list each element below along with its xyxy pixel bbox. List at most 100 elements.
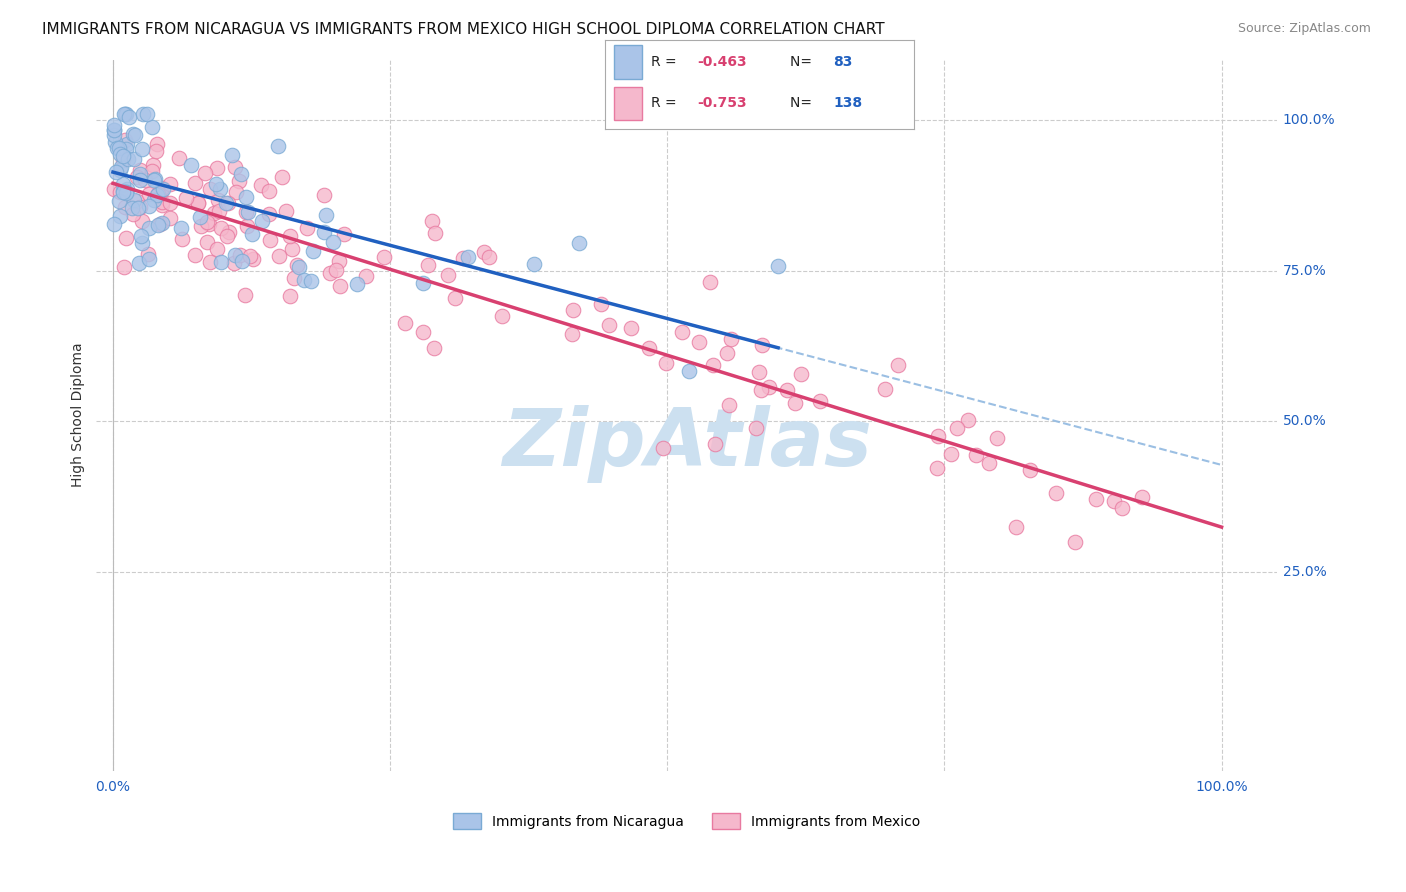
Point <box>108 209 131 223</box>
Point <box>250 178 273 192</box>
Point <box>167 151 190 165</box>
Point <box>252 214 274 228</box>
Point <box>224 256 246 270</box>
Point <box>312 188 335 202</box>
Y-axis label: High School Diploma: High School Diploma <box>72 343 86 487</box>
Point <box>209 255 232 269</box>
Point <box>198 254 221 268</box>
Point <box>218 225 240 239</box>
Point <box>152 194 174 209</box>
Text: 138: 138 <box>834 96 863 111</box>
Point <box>278 289 301 303</box>
Point <box>103 135 125 149</box>
Point <box>190 211 212 225</box>
Point <box>239 249 262 263</box>
Point <box>789 367 811 381</box>
Point <box>174 191 197 205</box>
Legend: Immigrants from Nicaragua, Immigrants from Mexico: Immigrants from Nicaragua, Immigrants fr… <box>447 807 925 835</box>
Point <box>333 227 356 241</box>
Point <box>208 204 231 219</box>
Point <box>198 217 221 231</box>
Point <box>716 346 738 360</box>
Point <box>159 196 181 211</box>
Point <box>159 177 181 191</box>
Point <box>236 219 259 233</box>
Point <box>187 196 209 211</box>
Point <box>939 447 962 461</box>
Point <box>187 196 209 211</box>
Point <box>620 321 643 335</box>
Point <box>146 219 169 233</box>
Point <box>149 217 172 231</box>
Point <box>758 380 780 394</box>
Point <box>195 215 218 229</box>
Point <box>129 200 152 214</box>
Point <box>131 142 153 156</box>
Point <box>478 250 501 264</box>
Point <box>946 420 969 434</box>
Point <box>142 173 165 187</box>
Point <box>274 203 297 218</box>
Point <box>651 441 673 455</box>
Text: 50.0%: 50.0% <box>1282 414 1326 428</box>
Point <box>472 245 495 260</box>
Point <box>215 228 238 243</box>
Point <box>1130 490 1153 504</box>
Bar <box>614 45 641 79</box>
Point <box>136 247 159 261</box>
Point <box>751 383 773 397</box>
Point <box>325 263 347 277</box>
Point <box>138 252 160 266</box>
Point <box>124 128 146 142</box>
Point <box>688 335 710 350</box>
Point <box>718 398 741 412</box>
Point <box>145 145 167 159</box>
Point <box>184 177 207 191</box>
Point <box>418 258 440 272</box>
Point <box>108 194 131 208</box>
Point <box>141 164 163 178</box>
Point <box>354 269 377 284</box>
Point <box>108 140 131 154</box>
Point <box>150 198 173 212</box>
Point <box>288 260 311 275</box>
Point <box>111 149 134 163</box>
Point <box>118 110 141 124</box>
Point <box>134 172 156 186</box>
Point <box>170 220 193 235</box>
Point <box>235 190 257 204</box>
Point <box>887 358 910 372</box>
Point <box>131 107 153 121</box>
Text: N=: N= <box>790 55 817 70</box>
Point <box>1102 494 1125 508</box>
Point <box>956 413 979 427</box>
Point <box>451 251 474 265</box>
Point <box>125 194 148 208</box>
Point <box>346 277 368 291</box>
Point <box>598 318 620 333</box>
Point <box>225 186 247 200</box>
Point <box>112 153 135 168</box>
Point <box>180 158 202 172</box>
Point <box>267 249 290 263</box>
Point <box>720 332 742 346</box>
Point <box>121 207 143 221</box>
Point <box>229 248 252 262</box>
Point <box>748 365 770 379</box>
Point <box>783 396 806 410</box>
Point <box>568 235 591 250</box>
Point <box>228 174 250 188</box>
Point <box>1019 463 1042 477</box>
Point <box>423 341 446 355</box>
Text: ZipAtlas: ZipAtlas <box>502 405 872 483</box>
Point <box>373 250 395 264</box>
Point <box>231 167 253 181</box>
Point <box>523 257 546 271</box>
Point <box>145 172 167 186</box>
Point <box>129 173 152 187</box>
Point <box>114 186 136 200</box>
Point <box>259 233 281 247</box>
Point <box>318 267 340 281</box>
Point <box>150 180 173 194</box>
Point <box>112 107 135 121</box>
